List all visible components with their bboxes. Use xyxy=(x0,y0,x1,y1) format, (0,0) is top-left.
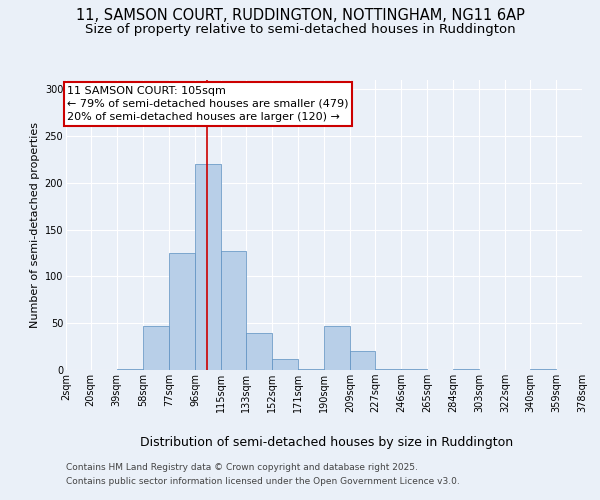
Bar xyxy=(246,332,272,370)
Bar xyxy=(453,369,479,370)
Bar xyxy=(143,326,169,370)
Y-axis label: Number of semi-detached properties: Number of semi-detached properties xyxy=(31,122,40,328)
Bar xyxy=(221,251,246,370)
Text: Contains HM Land Registry data © Crown copyright and database right 2025.: Contains HM Land Registry data © Crown c… xyxy=(66,464,418,472)
Bar xyxy=(117,369,143,370)
Bar xyxy=(401,369,427,370)
Bar xyxy=(582,366,600,370)
Text: Size of property relative to semi-detached houses in Ruddington: Size of property relative to semi-detach… xyxy=(85,22,515,36)
Bar xyxy=(324,326,350,370)
Bar xyxy=(272,359,298,370)
Bar xyxy=(169,253,195,370)
Bar xyxy=(298,369,324,370)
Text: Contains public sector information licensed under the Open Government Licence v3: Contains public sector information licen… xyxy=(66,477,460,486)
Bar xyxy=(375,369,401,370)
Bar xyxy=(195,164,221,370)
Bar xyxy=(350,352,375,370)
Text: 11 SAMSON COURT: 105sqm
← 79% of semi-detached houses are smaller (479)
20% of s: 11 SAMSON COURT: 105sqm ← 79% of semi-de… xyxy=(67,86,349,122)
Text: 11, SAMSON COURT, RUDDINGTON, NOTTINGHAM, NG11 6AP: 11, SAMSON COURT, RUDDINGTON, NOTTINGHAM… xyxy=(76,8,524,22)
Text: Distribution of semi-detached houses by size in Ruddington: Distribution of semi-detached houses by … xyxy=(140,436,514,449)
Bar xyxy=(530,369,556,370)
